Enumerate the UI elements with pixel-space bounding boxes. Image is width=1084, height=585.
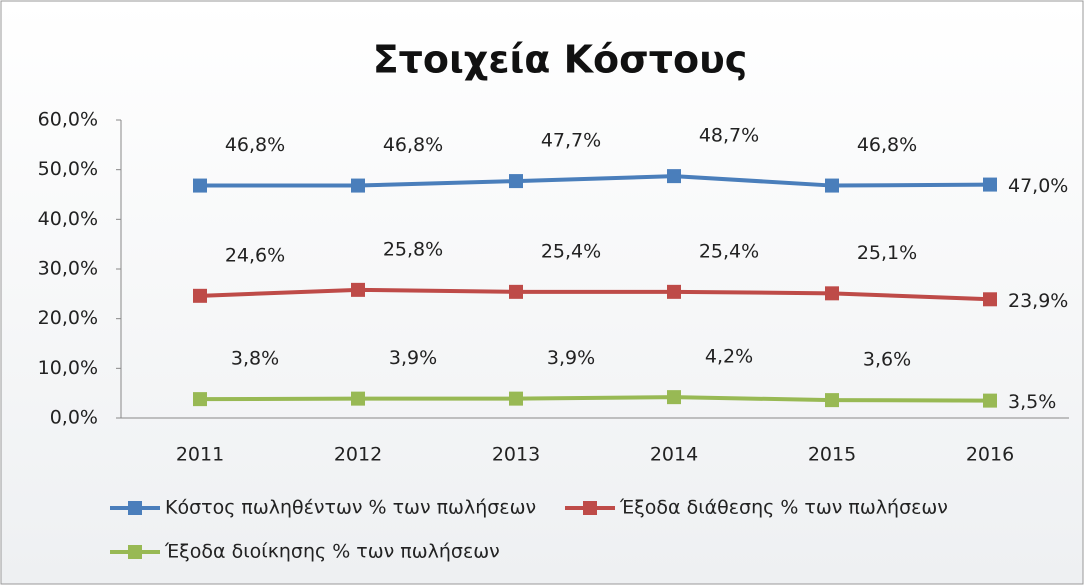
x-tick-label: 2011 [176, 444, 224, 466]
data-label: 3,6% [863, 349, 911, 371]
point-marker [351, 178, 365, 193]
legend-label: Έξοδα διάθεσης % των πωλήσεων [619, 497, 948, 519]
data-label: 3,9% [389, 347, 437, 369]
point-marker [351, 282, 365, 297]
point-marker [983, 177, 997, 192]
point-marker [193, 392, 207, 407]
data-label: 3,5% [1008, 391, 1056, 413]
point-marker [825, 286, 839, 301]
legend-marker [128, 501, 142, 515]
point-marker [509, 174, 523, 189]
x-tick-label: 2014 [650, 444, 698, 466]
series-line [200, 174, 991, 188]
series-line [199, 287, 991, 302]
y-tick-label: 50,0% [38, 158, 98, 180]
point-marker [825, 178, 839, 193]
point-marker [667, 390, 681, 405]
legend-label: Έξοδα διοίκησης % των πωλήσεων [164, 541, 500, 563]
point-marker [351, 391, 365, 406]
x-tick-label: 2012 [334, 444, 382, 466]
point-marker [509, 391, 523, 406]
y-tick-label: 30,0% [38, 258, 98, 280]
x-tick-label: 2013 [492, 444, 540, 466]
point-marker [667, 169, 681, 184]
y-tick-label: 0,0% [50, 407, 98, 429]
data-label: 23,9% [1008, 290, 1068, 312]
data-label: 46,8% [383, 134, 443, 156]
data-label: 25,4% [541, 240, 601, 262]
data-label: 24,6% [225, 244, 285, 266]
data-label: 4,2% [705, 346, 753, 368]
y-tick-label: 40,0% [38, 208, 98, 230]
point-marker [983, 393, 997, 408]
series-line [199, 395, 991, 403]
point-marker [509, 284, 523, 299]
legend-marker [583, 501, 597, 515]
data-label: 48,7% [699, 125, 759, 147]
data-label: 3,9% [547, 347, 595, 369]
chart-title: Στοιχεία Κόστους [373, 38, 748, 82]
y-tick-label: 10,0% [38, 357, 98, 379]
x-tick-label: 2016 [966, 444, 1014, 466]
data-label: 46,8% [857, 134, 917, 156]
point-marker [825, 393, 839, 408]
x-tick-label: 2015 [808, 444, 856, 466]
data-label: 25,4% [699, 240, 759, 262]
data-label: 47,0% [1008, 175, 1068, 197]
data-label: 3,8% [231, 348, 279, 370]
point-marker [193, 288, 207, 303]
legend-marker [128, 545, 142, 559]
data-label: 25,1% [857, 242, 917, 264]
point-marker [983, 292, 997, 307]
y-tick-label: 20,0% [38, 307, 98, 329]
point-marker [667, 284, 681, 299]
data-label: 47,7% [541, 130, 601, 152]
point-marker [193, 178, 207, 193]
y-tick-label: 60,0% [38, 109, 98, 131]
data-label: 25,8% [383, 238, 443, 260]
legend-label: Κόστος πωληθέντων % των πωλήσεων [165, 497, 536, 519]
data-label: 46,8% [225, 134, 285, 156]
